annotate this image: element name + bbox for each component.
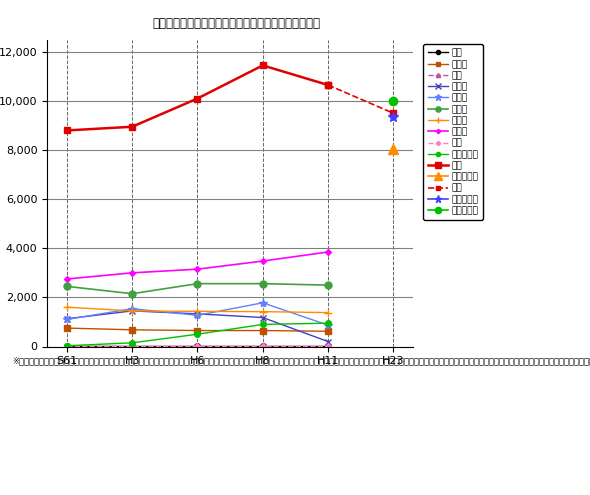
製造業 [129, 306, 136, 312]
Line: 家庭系: 家庭系 [63, 280, 332, 297]
家庭系 [324, 282, 332, 288]
農林業 [259, 328, 266, 334]
一般廃棄物 [63, 343, 70, 349]
建設業 [63, 316, 70, 322]
家庭系 [63, 283, 70, 289]
小計 [63, 128, 70, 134]
鉄道 [63, 343, 70, 349]
家庭系 [194, 281, 201, 287]
Line: 建設業: 建設業 [63, 307, 332, 345]
製造業 [63, 316, 70, 322]
Line: 鉄道: 鉄道 [65, 344, 330, 348]
小計 [194, 96, 201, 101]
鉱業 [63, 344, 70, 349]
小計 [259, 62, 266, 68]
自動車 [259, 258, 266, 264]
自動車 [63, 276, 70, 282]
自動車 [194, 266, 201, 272]
農林業 [194, 328, 201, 334]
小計 [129, 124, 136, 130]
Line: 農林業: 農林業 [64, 325, 331, 334]
建設業 [259, 314, 266, 320]
業務系 [129, 308, 136, 314]
製造業 [259, 300, 266, 306]
業務系 [194, 308, 201, 314]
ガス [194, 343, 201, 349]
目標 [324, 82, 332, 88]
家庭系 [259, 281, 266, 287]
ガス [259, 343, 266, 349]
Line: 鉱業: 鉱業 [64, 344, 331, 349]
Line: 目標: 目標 [325, 82, 396, 116]
Line: 小計: 小計 [63, 62, 332, 134]
自動車 [324, 249, 332, 255]
建設業 [324, 339, 332, 345]
自動車 [129, 270, 136, 276]
Line: 一般廃棄物: 一般廃棄物 [64, 320, 331, 348]
ガス [324, 343, 332, 349]
鉄道 [259, 343, 266, 349]
鉱業 [324, 344, 332, 349]
農林業 [63, 325, 70, 331]
鉄道 [324, 343, 332, 349]
Line: 自動車: 自動車 [65, 250, 330, 281]
鉄道 [194, 343, 201, 349]
業務系 [324, 310, 332, 316]
鉱業 [194, 344, 201, 349]
製造業 [324, 322, 332, 328]
一般廃棄物 [259, 321, 266, 327]
Line: ガス: ガス [64, 343, 331, 349]
Line: 製造業: 製造業 [63, 298, 332, 329]
建設業 [129, 308, 136, 314]
Legend: ガス, 農林業, 鉱業, 建設業, 製造業, 家庭系, 業務系, 自動車, 鉄道, 一般廃棄物, 小計, 参考目標１, 目標, 参考目標２, 参考目標３: ガス, 農林業, 鉱業, 建設業, 製造業, 家庭系, 業務系, 自動車, 鉄道… [424, 44, 483, 220]
鉱業 [259, 344, 266, 349]
鉄道 [129, 343, 136, 349]
一般廃棄物 [324, 320, 332, 326]
製造業 [194, 312, 201, 318]
業務系 [63, 304, 70, 310]
ガス [129, 343, 136, 349]
一般廃棄物 [194, 331, 201, 337]
Text: ニセコ町の二酸化炭素排出量の予測推移と削減目標値: ニセコ町の二酸化炭素排出量の予測推移と削減目標値 [152, 17, 320, 30]
ガス [63, 343, 70, 349]
Text: ※『北海道地球温暖化防止計画』（北海道／平成１２年６月）のもととなる調査報告書（平成９年１２月）所収のデータをもとに独自に算出したものですが、データの精査による: ※『北海道地球温暖化防止計画』（北海道／平成１２年６月）のもととなる調査報告書（… [12, 356, 590, 365]
目標 [390, 110, 397, 116]
Line: 業務系: 業務系 [63, 303, 332, 317]
農林業 [129, 327, 136, 333]
建設業 [194, 311, 201, 317]
小計 [324, 82, 332, 88]
農林業 [324, 328, 332, 334]
家庭系 [129, 291, 136, 297]
鉱業 [129, 344, 136, 349]
一般廃棄物 [129, 340, 136, 346]
業務系 [259, 309, 266, 315]
